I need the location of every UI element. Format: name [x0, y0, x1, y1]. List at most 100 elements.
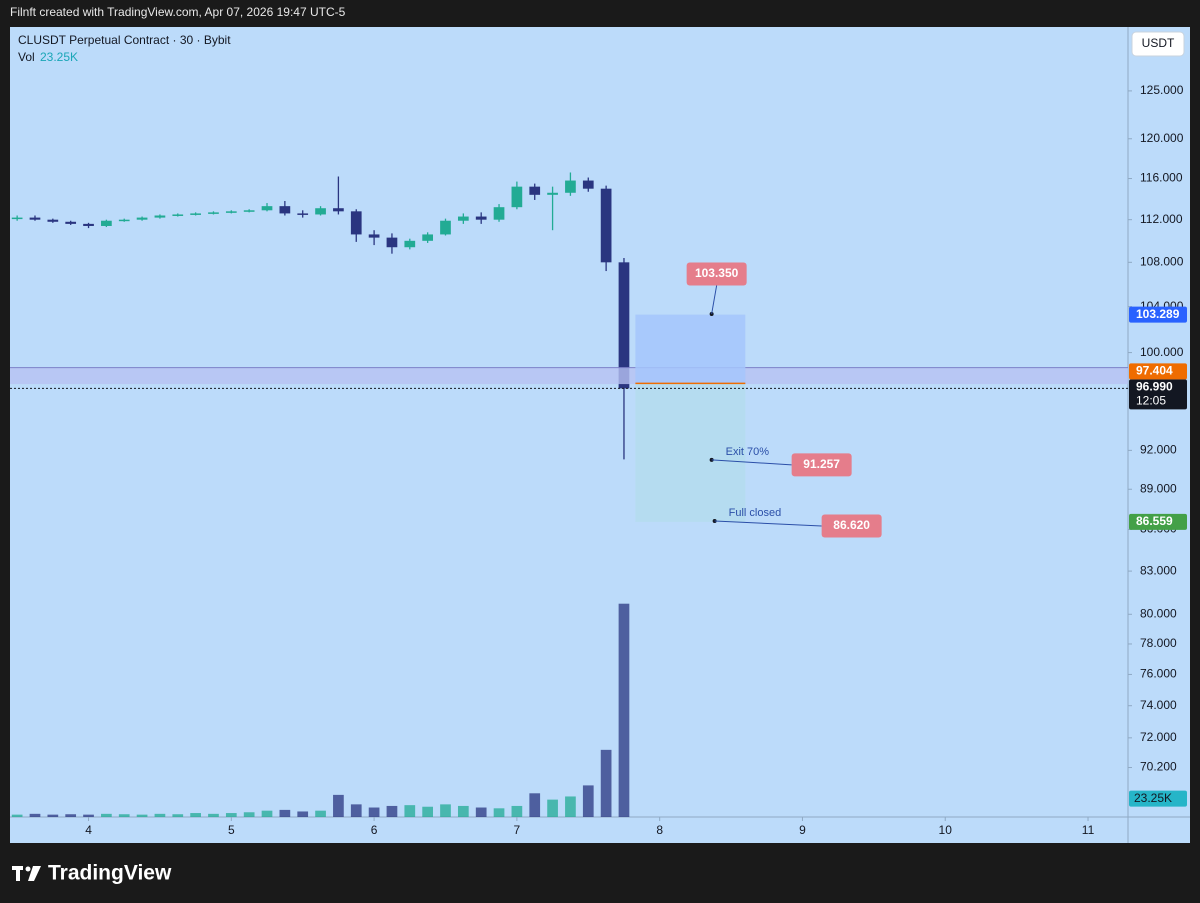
volume-bar	[118, 814, 130, 817]
candle-body	[83, 223, 94, 226]
x-tick-label: 7	[514, 823, 521, 837]
y-tick-label: 83.000	[1140, 563, 1177, 577]
volume-bar	[208, 813, 219, 817]
callout-note: Exit 70%	[726, 446, 770, 458]
volume-bar	[350, 804, 362, 817]
position-stop	[635, 314, 746, 384]
logo-icon	[25, 866, 31, 872]
price-tag-label: 97.404	[1136, 364, 1173, 378]
volume-bar	[136, 814, 148, 817]
volume-bar	[83, 814, 94, 817]
volume-bar	[547, 799, 558, 817]
volume-bar	[333, 794, 344, 817]
candle-body	[297, 213, 309, 215]
chart-title: CLUSDT Perpetual Contract · 30 · Bybit	[18, 33, 231, 47]
logo-icon	[16, 866, 20, 881]
chart-area	[10, 27, 1190, 843]
y-tick-label: 80.000	[1140, 606, 1177, 620]
currency-button[interactable]	[1131, 31, 1185, 57]
volume-bar	[261, 810, 273, 817]
candle-body	[154, 215, 166, 218]
y-tick-label: 78.000	[1140, 636, 1177, 650]
volume-bar	[47, 814, 59, 817]
volume-title: Vol	[18, 50, 35, 64]
candle-body	[47, 219, 59, 222]
price-tag-label: 96.990	[1136, 380, 1173, 394]
price-tag-countdown: 12:05	[1136, 394, 1166, 408]
volume-bar	[225, 813, 237, 817]
volume-tag	[1129, 790, 1187, 807]
candle-body	[440, 220, 451, 235]
price-tag-label: 86.559	[1136, 514, 1173, 528]
x-tick-label: 11	[1082, 823, 1095, 837]
currency-label: USDT	[1142, 36, 1175, 50]
callout-line	[711, 459, 792, 466]
price-tag-label: 103.289	[1136, 307, 1180, 321]
callout-label: 91.257	[803, 457, 840, 471]
logo-icon	[28, 866, 41, 881]
x-tick-label: 10	[939, 823, 953, 837]
volume-bar	[315, 810, 326, 817]
candle-body	[279, 206, 291, 214]
candle-body	[422, 234, 433, 241]
volume-bar	[243, 812, 255, 817]
volume-bar	[297, 811, 309, 817]
candle-body	[493, 207, 505, 220]
candle-body	[208, 212, 219, 214]
candle-body	[404, 240, 416, 248]
volume-bar	[618, 603, 630, 817]
volume-bar	[565, 796, 576, 817]
callout-label: 86.620	[833, 518, 870, 532]
candle-body	[315, 208, 326, 215]
price-tag	[1129, 379, 1187, 410]
candle-body	[333, 208, 344, 212]
x-tick-label: 4	[85, 823, 92, 837]
candle-body	[11, 217, 23, 220]
candle-body	[565, 180, 576, 193]
callout-line	[711, 285, 718, 315]
y-tick-label: 70.200	[1140, 760, 1177, 774]
y-tick-label: 125.000	[1140, 83, 1184, 97]
candle-body	[136, 217, 148, 220]
volume-bar	[190, 813, 201, 817]
header-text: Filnft created with TradingView.com, Apr…	[10, 5, 346, 19]
candle-body	[243, 210, 255, 212]
y-tick-label: 108.000	[1140, 255, 1184, 269]
volume-bar	[29, 813, 41, 817]
x-tick-label: 6	[371, 823, 378, 837]
callout-note: Full closed	[729, 507, 782, 519]
candle-body	[190, 213, 201, 215]
x-tick-label: 9	[799, 823, 806, 837]
y-tick-label: 72.000	[1140, 730, 1177, 744]
candle-body	[118, 219, 130, 222]
candle-body	[511, 186, 523, 208]
volume-bar	[11, 814, 23, 817]
candle-body	[475, 216, 487, 220]
volume-bar	[368, 807, 380, 817]
volume-bar	[511, 805, 523, 817]
price-tag	[1129, 306, 1187, 323]
zone	[10, 367, 1128, 385]
candle-body	[582, 180, 594, 189]
y-tick-label: 112.000	[1140, 212, 1183, 226]
volume-bar	[65, 814, 77, 817]
candle-body	[600, 188, 612, 263]
volume-legend-value: 23.25K	[40, 50, 78, 64]
candle-body	[101, 220, 112, 226]
candle-body	[65, 221, 77, 224]
price-tag	[1129, 513, 1187, 530]
callout-label: 103.350	[695, 266, 739, 280]
volume-tag-label: 23.25K	[1134, 791, 1172, 805]
logo	[12, 866, 41, 881]
candle-body	[618, 262, 630, 389]
volume-bar	[422, 806, 433, 817]
footer-logo: TradingView	[48, 862, 172, 885]
plot: 125.000120.000116.000112.000108.000104.0…	[10, 83, 1187, 837]
candle-body	[29, 217, 41, 220]
callout-box	[686, 262, 747, 286]
candle-body	[261, 206, 273, 211]
callout-box	[821, 514, 882, 538]
position-target	[635, 383, 746, 522]
